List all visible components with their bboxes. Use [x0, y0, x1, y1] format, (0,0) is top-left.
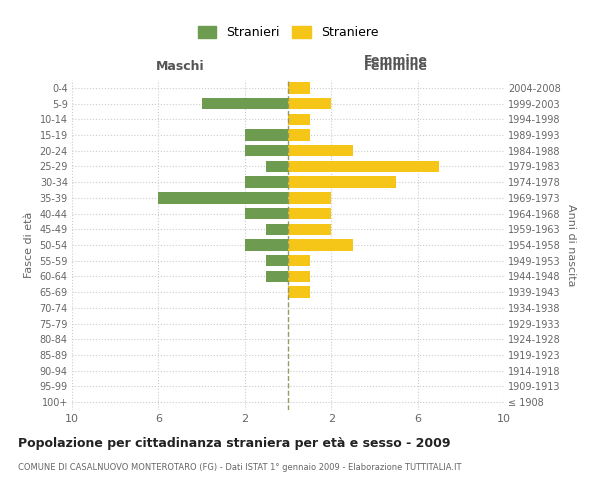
Bar — [288, 271, 310, 282]
Bar — [288, 192, 331, 203]
Bar — [158, 192, 288, 203]
Text: Femmine: Femmine — [364, 54, 428, 67]
Bar — [288, 145, 353, 156]
Bar — [288, 286, 310, 298]
Bar — [266, 271, 288, 282]
Bar — [288, 255, 310, 266]
Text: Femmine: Femmine — [364, 60, 428, 72]
Text: Popolazione per cittadinanza straniera per età e sesso - 2009: Popolazione per cittadinanza straniera p… — [18, 438, 451, 450]
Text: Maschi: Maschi — [155, 60, 205, 72]
Y-axis label: Anni di nascita: Anni di nascita — [566, 204, 577, 286]
Bar — [266, 255, 288, 266]
Bar — [245, 130, 288, 140]
Bar — [288, 130, 310, 140]
Bar — [245, 208, 288, 219]
Bar — [245, 176, 288, 188]
Bar — [288, 208, 331, 219]
Bar — [288, 224, 331, 235]
Bar — [288, 240, 353, 250]
Bar — [245, 240, 288, 250]
Bar — [288, 82, 310, 94]
Bar — [266, 161, 288, 172]
Y-axis label: Fasce di età: Fasce di età — [24, 212, 34, 278]
Bar — [266, 224, 288, 235]
Bar — [245, 145, 288, 156]
Text: COMUNE DI CASALNUOVO MONTEROTARO (FG) - Dati ISTAT 1° gennaio 2009 - Elaborazion: COMUNE DI CASALNUOVO MONTEROTARO (FG) - … — [18, 462, 461, 471]
Bar — [288, 114, 310, 125]
Bar — [288, 161, 439, 172]
Bar — [288, 176, 396, 188]
Bar — [202, 98, 288, 109]
Legend: Stranieri, Straniere: Stranieri, Straniere — [193, 21, 383, 44]
Bar — [288, 98, 331, 109]
